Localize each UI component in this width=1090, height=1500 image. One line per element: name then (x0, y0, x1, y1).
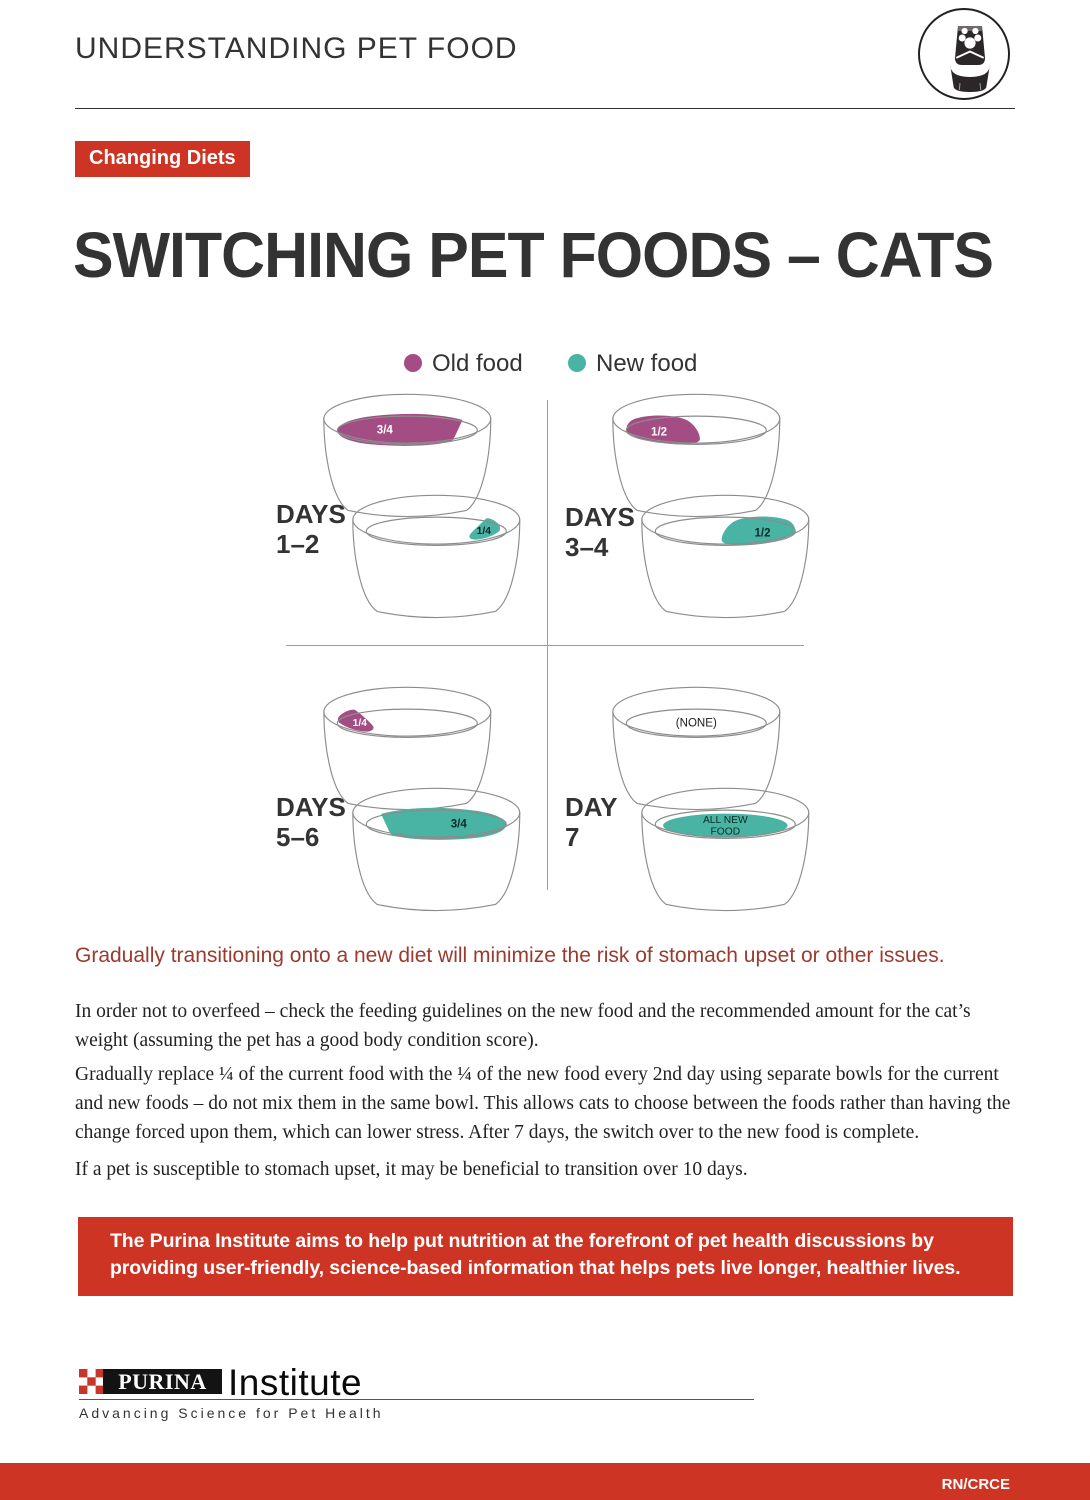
svg-text:(NONE): (NONE) (676, 717, 717, 729)
svg-text:1/4: 1/4 (353, 717, 368, 728)
svg-text:3/4: 3/4 (451, 818, 468, 830)
svg-text:3/4: 3/4 (377, 424, 394, 436)
svg-text:FOOD: FOOD (710, 826, 740, 837)
svg-text:1/2: 1/2 (651, 426, 667, 438)
svg-text:ALL NEW: ALL NEW (703, 814, 748, 825)
svg-text:1/4: 1/4 (477, 526, 492, 537)
svg-text:1/2: 1/2 (755, 527, 771, 539)
